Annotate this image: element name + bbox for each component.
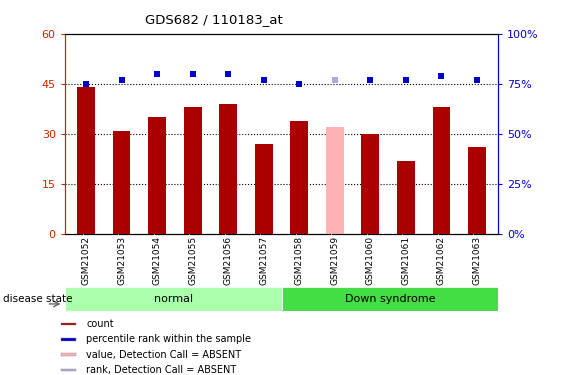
Bar: [255, 144, 272, 234]
Bar: [468, 147, 486, 234]
Bar: [361, 134, 379, 234]
Bar: [184, 107, 202, 234]
Bar: [291, 121, 308, 234]
Text: GDS682 / 110183_at: GDS682 / 110183_at: [145, 13, 283, 26]
Text: disease state: disease state: [3, 294, 72, 304]
Text: GSM21052: GSM21052: [82, 236, 91, 285]
Text: GSM21062: GSM21062: [437, 236, 446, 285]
Bar: [432, 107, 450, 234]
Text: GSM21055: GSM21055: [188, 236, 197, 285]
Text: GSM21063: GSM21063: [472, 236, 481, 285]
Bar: [220, 104, 237, 234]
Text: GSM21059: GSM21059: [330, 236, 339, 285]
Bar: [77, 87, 95, 234]
Bar: [61, 323, 76, 325]
Text: value, Detection Call = ABSENT: value, Detection Call = ABSENT: [86, 350, 242, 360]
Bar: [113, 131, 131, 234]
Text: percentile rank within the sample: percentile rank within the sample: [86, 334, 251, 344]
Text: normal: normal: [154, 294, 193, 304]
Text: GSM21054: GSM21054: [153, 236, 162, 285]
Text: GSM21056: GSM21056: [224, 236, 233, 285]
Bar: [282, 287, 498, 311]
Bar: [148, 117, 166, 234]
Bar: [61, 338, 76, 340]
Bar: [397, 161, 415, 234]
Bar: [61, 369, 76, 371]
Text: rank, Detection Call = ABSENT: rank, Detection Call = ABSENT: [86, 365, 236, 375]
Text: GSM21057: GSM21057: [259, 236, 268, 285]
Text: GSM21053: GSM21053: [117, 236, 126, 285]
Bar: [61, 353, 76, 356]
Bar: [65, 287, 282, 311]
Text: GSM21061: GSM21061: [401, 236, 410, 285]
Text: GSM21060: GSM21060: [366, 236, 375, 285]
Text: count: count: [86, 319, 114, 329]
Text: GSM21058: GSM21058: [295, 236, 304, 285]
Bar: [326, 128, 343, 234]
Text: Down syndrome: Down syndrome: [345, 294, 435, 304]
